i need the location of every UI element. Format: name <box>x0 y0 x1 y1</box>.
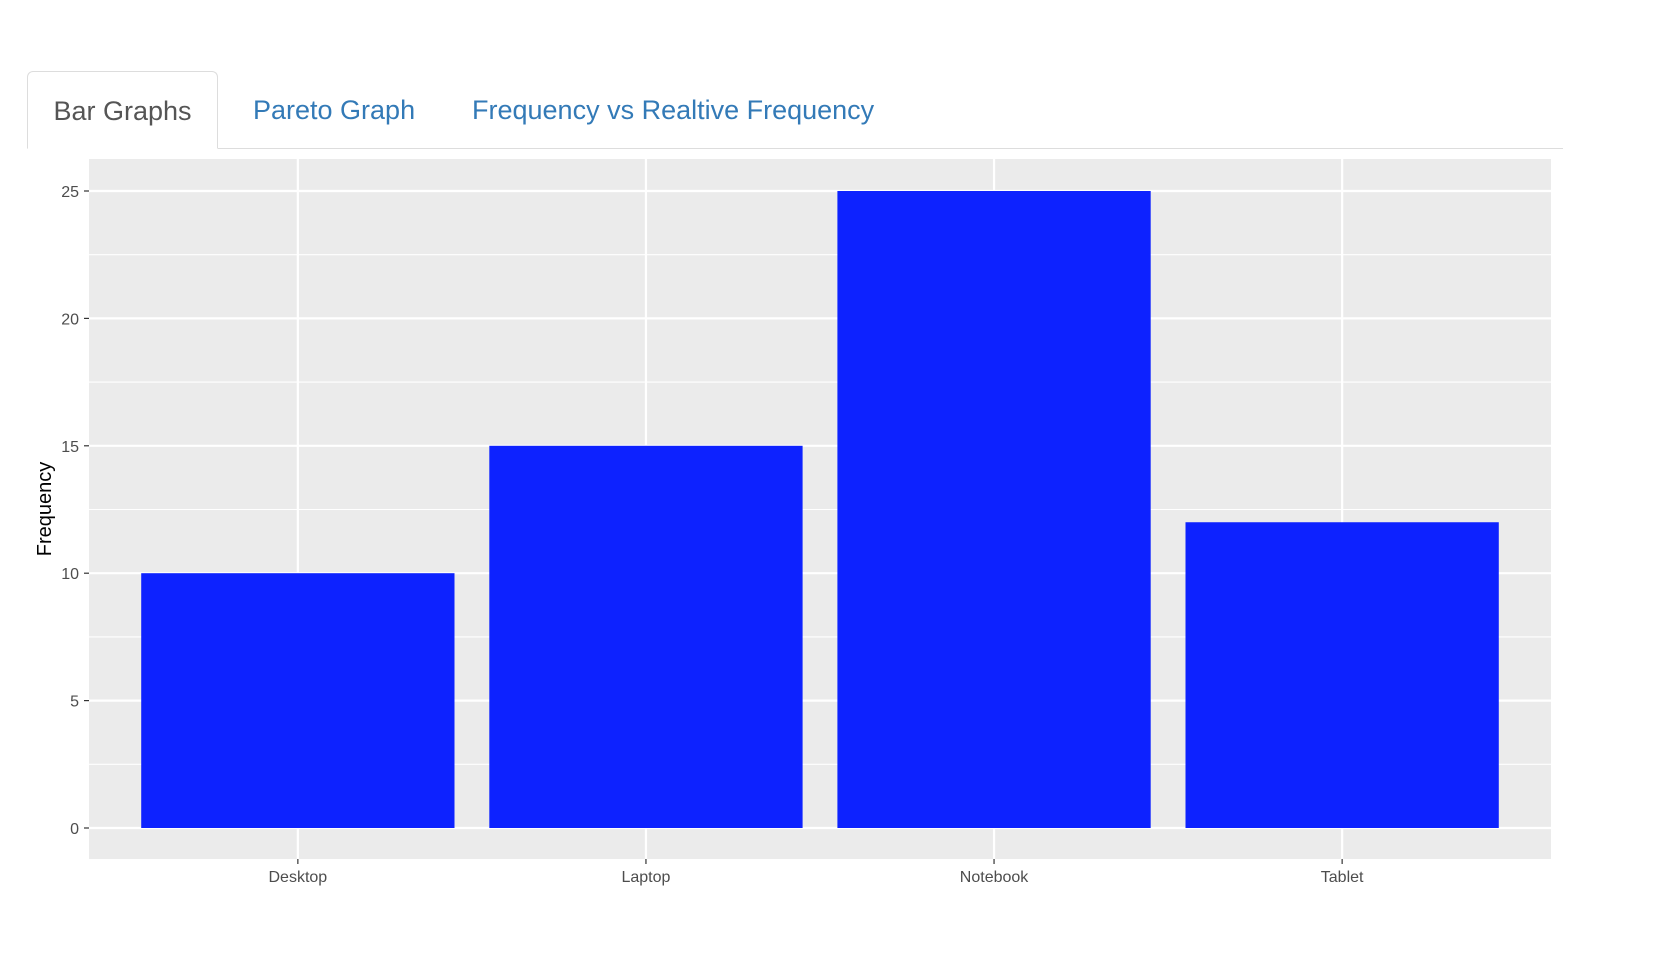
tab-pareto-graph[interactable]: Pareto Graph <box>253 95 416 125</box>
y-axis-title: Frequency <box>34 462 56 557</box>
x-axis: Desktop Laptop Notebook Tablet <box>269 859 1364 886</box>
tab-frequency-vs-relative-frequency[interactable]: Frequency vs Realtive Frequency <box>472 95 875 125</box>
x-tick-label: Tablet <box>1321 869 1364 886</box>
tab-bar-graphs[interactable]: Bar Graphs <box>27 71 218 149</box>
y-tick-label: 20 <box>61 311 79 328</box>
bar-desktop <box>141 573 455 828</box>
y-tick-label: 10 <box>61 566 79 583</box>
x-tick-label: Notebook <box>960 869 1029 886</box>
y-tick-label: 5 <box>70 694 79 711</box>
x-tick-label: Laptop <box>621 869 670 886</box>
bar-laptop <box>489 445 803 828</box>
y-tick-label: 25 <box>61 184 79 201</box>
y-tick-label: 15 <box>61 439 79 456</box>
tab-bar: Bar Graphs Pareto Graph Frequency vs Rea… <box>27 71 1563 149</box>
y-axis: 0 5 10 15 20 25 <box>61 184 89 838</box>
bars <box>141 191 1499 828</box>
y-tick-label: 0 <box>70 821 79 838</box>
bar-notebook <box>837 191 1151 828</box>
bar-tablet <box>1185 522 1499 828</box>
x-tick-label: Desktop <box>269 869 328 886</box>
